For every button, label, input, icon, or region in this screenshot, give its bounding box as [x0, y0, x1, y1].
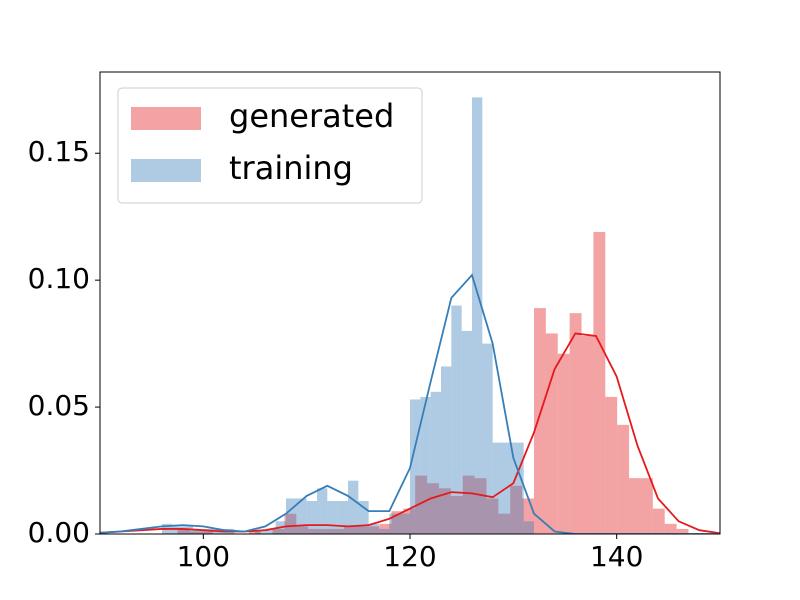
histogram-bar — [617, 424, 630, 534]
histogram-bar — [391, 511, 404, 534]
histogram-bar — [652, 508, 665, 534]
histogram-bar — [355, 526, 368, 534]
histogram-bar — [389, 513, 400, 534]
histogram-bar — [368, 523, 379, 534]
histogram-bar — [415, 475, 428, 534]
histogram-bar — [203, 528, 214, 534]
legend-label: generated — [229, 97, 394, 135]
y-tick-label: 0.00 — [28, 516, 90, 549]
kde-line — [100, 273, 720, 534]
histogram-bar — [248, 531, 261, 534]
histogram-bar — [557, 353, 570, 534]
histogram-bar — [317, 488, 328, 534]
histogram-bar — [399, 513, 410, 534]
histogram-bar — [367, 526, 380, 534]
histogram-bar — [513, 442, 524, 534]
histogram-bar — [255, 531, 266, 534]
histogram-bar — [461, 330, 472, 534]
histogram-bar — [629, 478, 641, 534]
histogram-bar — [498, 513, 511, 534]
histogram-bar — [522, 498, 534, 534]
histogram-bar — [331, 528, 344, 534]
histogram-bar — [343, 526, 356, 534]
y-tick-label: 0.15 — [28, 135, 90, 168]
histogram-bar — [438, 488, 451, 534]
histogram-bar — [201, 531, 214, 534]
histogram-bar — [189, 531, 202, 534]
histogram-bar — [569, 313, 582, 534]
histogram-bar — [177, 528, 190, 534]
histogram-bar — [182, 526, 193, 534]
legend-label: training — [229, 149, 353, 187]
histogram-bar — [605, 396, 618, 534]
histogram-bar — [420, 396, 431, 534]
histogram-bar — [462, 475, 475, 534]
histogram-bar — [510, 485, 523, 534]
x-tick-label: 120 — [383, 540, 436, 573]
histogram-bar — [523, 521, 534, 534]
histogram-bar — [403, 508, 416, 534]
histogram-bar — [664, 523, 677, 534]
histogram-bar — [296, 498, 307, 534]
histogram-bar — [284, 513, 297, 534]
y-tick-label: 0.05 — [28, 389, 90, 422]
legend-swatch — [131, 159, 201, 182]
histogram-bar — [593, 231, 606, 534]
kde-line — [100, 332, 720, 534]
histogram-bar — [265, 528, 276, 534]
x-tick-label: 100 — [177, 540, 230, 573]
histogram-bar — [410, 399, 421, 534]
histogram-bar — [492, 442, 503, 534]
histogram-bar — [427, 483, 439, 534]
histogram-bar — [337, 501, 348, 534]
histogram-bar — [486, 498, 499, 534]
histogram-bar — [441, 366, 452, 534]
histogram-bar — [306, 501, 317, 534]
histogram-bar — [172, 526, 183, 534]
histogram-bar — [545, 333, 558, 534]
histogram-bar — [451, 305, 462, 534]
histogram-bar — [327, 501, 338, 534]
histogram-bar — [581, 336, 594, 534]
histogram-bar — [358, 501, 369, 534]
histogram-bar — [472, 97, 483, 534]
histogram-bar — [348, 480, 359, 534]
histogram-bar — [193, 528, 204, 534]
x-tick-label: 140 — [590, 540, 643, 573]
histogram-bar — [272, 528, 285, 534]
legend-swatch — [131, 107, 201, 130]
histogram-bar — [450, 495, 463, 534]
histogram-bar — [534, 308, 546, 534]
histogram-bar — [676, 528, 689, 534]
histogram-bar — [379, 523, 392, 534]
histogram-bar — [286, 498, 297, 534]
histogram-bar — [482, 343, 493, 534]
histogram-bar — [296, 526, 309, 534]
y-tick-label: 0.10 — [28, 262, 90, 295]
histogram-bar — [320, 528, 332, 534]
legend-box — [117, 87, 423, 204]
histogram-bar — [474, 478, 487, 534]
histogram-bar — [308, 528, 321, 534]
histogram-bar — [640, 478, 653, 534]
histogram-bar — [379, 528, 390, 534]
histogram-bar — [503, 442, 514, 534]
histogram-bar — [430, 391, 441, 534]
